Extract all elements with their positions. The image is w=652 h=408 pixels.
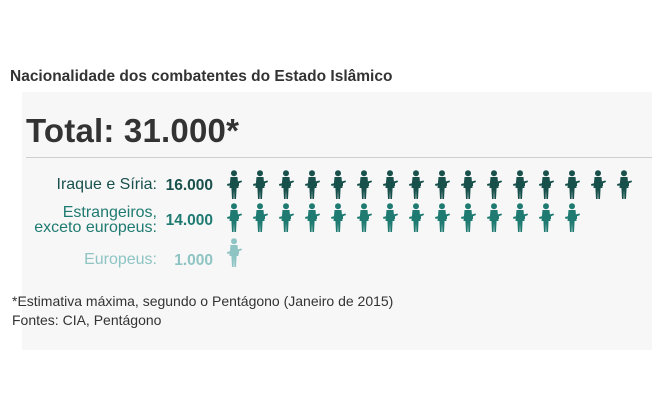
soldier-icon — [331, 203, 346, 232]
soldier-icon — [253, 170, 268, 199]
category-value-europeus: 1.000 — [174, 252, 213, 269]
soldier-icon — [279, 170, 294, 199]
soldier-icon — [253, 203, 268, 232]
soldier-icon — [487, 170, 502, 199]
soldier-icon — [305, 203, 320, 232]
soldier-icon — [487, 203, 502, 232]
soldier-icon — [513, 203, 528, 232]
category-value-estrangeiros: 14.000 — [165, 212, 213, 229]
soldier-icon — [617, 170, 632, 199]
category-label-iraque-siria: Iraque e Síria: — [56, 176, 158, 193]
total-label: Total: 31.000* — [26, 112, 240, 149]
soldier-icon — [357, 203, 372, 232]
divider — [26, 157, 652, 158]
soldier-icon — [461, 170, 476, 199]
chart-title: Nacionalidade dos combatentes do Estado … — [10, 68, 393, 85]
category-value-iraque-siria: 16.000 — [165, 177, 213, 194]
footnote-sources: Fontes: CIA, Pentágono — [12, 312, 162, 328]
soldier-icon — [331, 170, 346, 199]
soldier-icon — [227, 203, 242, 232]
soldier-icon — [227, 238, 242, 267]
soldier-icon — [409, 203, 424, 232]
category-label-line: Iraque e Síria: — [56, 176, 158, 193]
category-label-europeus: Europeus: — [84, 251, 157, 268]
soldier-icon — [435, 170, 450, 199]
soldier-icon — [279, 203, 294, 232]
footnote-estimate: *Estimativa máxima, segundo o Pentágono … — [12, 293, 394, 309]
category-label-line: exceto europeus: — [34, 219, 157, 236]
soldier-icon — [461, 203, 476, 232]
soldier-icon — [409, 170, 424, 199]
category-label-line: Europeus: — [84, 251, 157, 268]
soldier-icon — [539, 203, 554, 232]
soldier-icon — [539, 170, 554, 199]
soldier-icon — [383, 170, 398, 199]
soldier-icon — [227, 170, 242, 199]
category-label-estrangeiros: Estrangeiros, exceto europeus: — [34, 204, 157, 236]
soldier-icon — [591, 170, 606, 199]
soldier-icon — [305, 170, 320, 199]
soldier-icon — [565, 203, 580, 232]
soldier-icon — [513, 170, 528, 199]
soldier-icon — [383, 203, 398, 232]
category-label-line: Estrangeiros, — [62, 204, 157, 221]
soldier-icon — [565, 170, 580, 199]
soldier-icon — [435, 203, 450, 232]
soldier-icon — [357, 170, 372, 199]
